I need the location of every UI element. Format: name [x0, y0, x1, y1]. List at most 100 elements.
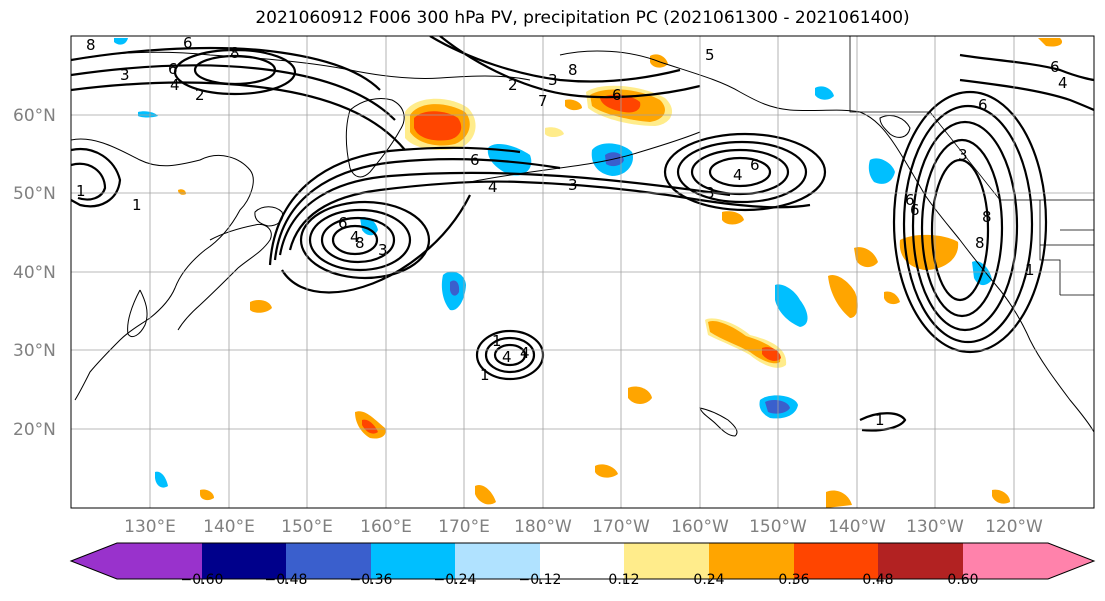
- colorbar-segment: [624, 543, 709, 579]
- map-title: 2021060912 F006 300 hPa PV, precipitatio…: [255, 8, 910, 28]
- contour-label: 6: [978, 96, 988, 114]
- precip-blob: [1038, 38, 1063, 47]
- contour-label: 8: [982, 208, 992, 226]
- contour-label: 6: [1050, 58, 1060, 76]
- lon-label: 160°W: [671, 517, 729, 537]
- colorbar-tick-label: 0.60: [947, 572, 978, 588]
- precip-blob: [722, 211, 744, 225]
- contour-label: 6: [910, 201, 920, 219]
- contour-label: 4: [170, 76, 180, 94]
- pv-contour: [859, 412, 907, 432]
- pv-contour: [708, 156, 772, 188]
- contour-label: 6: [612, 86, 622, 104]
- contour-label: 8: [568, 61, 578, 79]
- precip-blob: [854, 247, 878, 268]
- precip-blob: [650, 54, 668, 68]
- precip-blob: [362, 419, 378, 434]
- contour-label: 3: [378, 241, 388, 259]
- pv-contour: [308, 208, 412, 272]
- colorbar-tick-label: −0.48: [265, 572, 308, 588]
- contour-label: 4: [488, 178, 498, 196]
- lat-label-20n: 20°N: [13, 420, 56, 440]
- gridlines: [71, 36, 1094, 508]
- colorbar-tick-label: −0.24: [434, 572, 477, 588]
- contour-label: 4: [520, 344, 530, 362]
- contour-label: 4: [1058, 74, 1068, 92]
- contour-label: 3: [120, 66, 130, 84]
- pv-contour: [959, 53, 1094, 82]
- pv-contour: [959, 78, 1094, 112]
- colorbar-segment: [794, 543, 878, 579]
- lon-label: 120°W: [985, 517, 1043, 537]
- pv-contour: [892, 90, 1048, 354]
- precip-blob: [600, 94, 641, 113]
- lat-label-50n: 50°N: [13, 184, 56, 204]
- pv-contour: [493, 343, 527, 367]
- precip-blob: [475, 484, 496, 505]
- coastline-japan: [177, 223, 272, 331]
- lon-label: 170°W: [592, 517, 650, 537]
- lat-label-60n: 60°N: [13, 106, 56, 126]
- precip-blob: [487, 144, 532, 176]
- contour-label: 6: [168, 60, 178, 78]
- contour-label: 3: [568, 176, 578, 194]
- precip-blob: [250, 300, 272, 313]
- colorbar-tick-label: 0.36: [778, 572, 809, 588]
- contour-label: 1: [1025, 261, 1035, 279]
- contour-label: 6: [338, 214, 348, 232]
- coastlines: [71, 50, 1094, 437]
- pv-contour: [484, 336, 536, 374]
- lon-label: 130°W: [906, 517, 964, 537]
- colorbar-segment: [709, 543, 794, 579]
- contour-label: 3: [958, 146, 968, 164]
- contour-label: 1: [875, 411, 885, 429]
- precip-blob: [775, 284, 808, 327]
- pv-contour: [930, 158, 990, 302]
- contour-label: 4: [733, 166, 743, 184]
- contour-label: 6: [470, 151, 480, 169]
- pv-contour: [920, 138, 1004, 318]
- coastline-canada-islands: [879, 115, 911, 138]
- precip-blob: [884, 291, 900, 305]
- pv-contour: [273, 158, 561, 261]
- precip-blob: [360, 217, 378, 236]
- pv-contour: [71, 64, 396, 121]
- contour-label: 2: [195, 86, 205, 104]
- contour-label: 4: [350, 228, 360, 246]
- colorbar-segment: [371, 543, 455, 579]
- colorbar-segment: [878, 543, 963, 579]
- coastline-hawaii: [699, 407, 738, 437]
- precip-blob: [155, 471, 168, 488]
- coastline-alaska: [559, 50, 926, 196]
- pv-contour: [288, 180, 811, 251]
- pv-contour: [690, 148, 790, 196]
- pv-contour: [173, 48, 297, 96]
- lon-label: 140°W: [828, 517, 886, 537]
- contour-label: 1: [76, 182, 86, 200]
- pv-contour: [911, 120, 1019, 332]
- precip-blob: [545, 127, 564, 137]
- pv-contour: [71, 81, 406, 151]
- pv-contour: [439, 36, 701, 99]
- contour-label: 8: [230, 44, 240, 62]
- pv-contour: [320, 216, 396, 264]
- colorbar-tick-label: −0.60: [181, 572, 224, 588]
- lon-label: 150°E: [281, 517, 333, 537]
- lon-label: 140°E: [203, 517, 255, 537]
- pv-contour: [71, 46, 381, 91]
- lat-label-30n: 30°N: [13, 341, 56, 361]
- contour-label: 3: [705, 184, 715, 202]
- latitude-labels: 60°N 50°N 40°N 30°N 20°N: [13, 106, 56, 440]
- contour-label: 2: [508, 76, 518, 94]
- colorbar-tick-label: 0.12: [608, 572, 639, 588]
- coastline-siberia: [71, 51, 531, 81]
- lon-label: 170°E: [438, 517, 490, 537]
- pv-contour: [71, 147, 122, 208]
- lon-label: 180°W: [514, 517, 572, 537]
- coastline-north-america: [924, 194, 1094, 433]
- precip-blob: [450, 280, 460, 296]
- contour-label: 6: [905, 191, 915, 209]
- lon-label: 130°E: [124, 517, 176, 537]
- precip-blob: [762, 347, 781, 361]
- precip-blob: [992, 489, 1010, 504]
